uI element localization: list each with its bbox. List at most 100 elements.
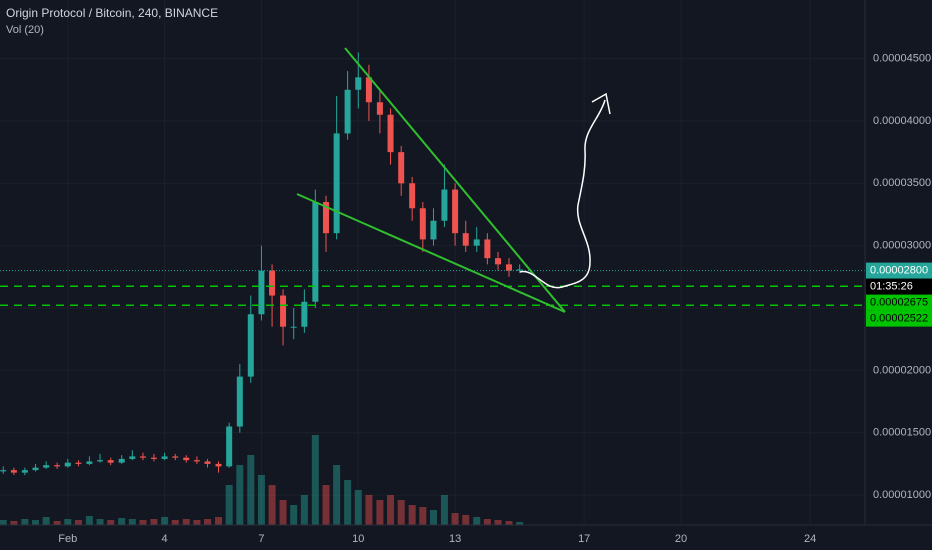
countdown-tag: 01:35:26	[870, 281, 913, 293]
y-tick-label: 0.00001500	[873, 427, 931, 439]
candle-body	[204, 461, 211, 464]
candle-body	[441, 189, 448, 221]
candle-body	[495, 258, 502, 265]
drawn-arrow	[519, 92, 611, 289]
candle-body	[118, 458, 125, 463]
volume-bar	[429, 510, 437, 525]
candle-body	[322, 202, 329, 234]
candle-body	[376, 102, 383, 115]
candle-body	[97, 460, 104, 462]
candle-body	[172, 456, 179, 458]
volume-layer	[0, 435, 524, 525]
volume-bar	[376, 500, 384, 525]
volume-bar	[32, 520, 40, 525]
volume-bar	[182, 519, 190, 525]
volume-bar	[354, 490, 362, 525]
candle-body	[183, 457, 190, 461]
candle-body	[355, 77, 362, 90]
volume-bar	[247, 455, 255, 525]
last-price-tag-box	[866, 262, 932, 279]
y-tick-label: 0.00004000	[873, 115, 931, 127]
x-tick-label: 7	[258, 533, 264, 545]
level-tag-box	[866, 310, 932, 327]
candle-body	[398, 152, 405, 184]
x-tick-label: 20	[675, 533, 687, 545]
candle-body	[43, 465, 50, 468]
candle-body	[21, 470, 28, 473]
volume-bar	[64, 519, 72, 525]
level-layer	[0, 270, 865, 307]
candle-body	[258, 270, 265, 315]
volume-bar	[150, 519, 158, 525]
volume-bar	[53, 521, 61, 525]
volume-bar	[311, 435, 319, 525]
y-tick-label: 0.00002000	[873, 364, 931, 376]
volume-bar	[225, 485, 233, 525]
volume-bar	[333, 465, 341, 525]
volume-bar	[397, 500, 405, 525]
level-tag-box	[866, 294, 932, 311]
volume-bar	[204, 519, 212, 525]
candle-body	[387, 114, 394, 153]
candle-body	[301, 301, 308, 327]
candle-body	[505, 264, 512, 271]
trendline-upper	[344, 47, 566, 313]
candle-body	[516, 269, 523, 271]
x-tick-label: 13	[449, 533, 461, 545]
candle-body	[333, 133, 340, 234]
candle-body	[462, 233, 469, 246]
volume-bar	[462, 515, 470, 525]
candle-body	[430, 220, 437, 240]
volume-bar	[505, 521, 513, 525]
candle-body	[290, 326, 297, 328]
volume-bar	[387, 495, 395, 525]
candle-body	[86, 461, 93, 464]
candle-body	[107, 460, 114, 463]
y-tick-label: 0.00001000	[873, 489, 931, 501]
candle-body	[75, 462, 82, 464]
candle-body	[226, 426, 233, 467]
volume-bar	[107, 520, 115, 525]
y-tick-label: 0.00003000	[873, 240, 931, 252]
candle-body	[139, 456, 146, 458]
volume-bar	[128, 519, 136, 525]
volume-bar	[290, 505, 298, 525]
volume-bar	[236, 465, 244, 525]
volume-bar	[516, 522, 524, 525]
volume-bar	[451, 513, 459, 525]
candle-body	[344, 89, 351, 134]
volume-bar	[365, 495, 373, 525]
candle-body	[54, 465, 61, 467]
candle-body	[161, 456, 168, 459]
volume-bar	[193, 520, 201, 525]
volume-bar	[74, 520, 82, 525]
x-tick-label: 17	[578, 533, 590, 545]
axes: 0.00004500 0.00004000 0.00003500 0.00003000…	[58, 53, 932, 545]
candle-body	[269, 270, 276, 296]
candle-body	[129, 456, 136, 459]
volume-bar	[118, 518, 126, 525]
volume-bar	[215, 517, 223, 525]
candle-body	[484, 239, 491, 259]
chart-title: Origin Protocol / Bitcoin, 240, BINANCE	[6, 6, 218, 20]
volume-bar	[10, 521, 18, 525]
y-tick-label: 0.00004500	[873, 53, 931, 65]
candle-body	[365, 77, 372, 103]
candle-body	[193, 460, 200, 462]
volume-bar	[257, 475, 265, 525]
candle-body	[64, 462, 71, 467]
volume-bar	[171, 520, 179, 525]
x-tick-label: 24	[804, 533, 816, 545]
volume-bar	[279, 500, 287, 525]
volume-bar	[42, 517, 50, 525]
trendline-lower	[296, 193, 566, 313]
candle-body	[312, 202, 319, 302]
volume-bar	[268, 485, 276, 525]
x-tick-label: 10	[352, 533, 364, 545]
x-tick-label: 4	[162, 533, 168, 545]
volume-bar	[419, 507, 427, 525]
volume-bar	[322, 485, 330, 525]
volume-bar	[0, 520, 7, 525]
